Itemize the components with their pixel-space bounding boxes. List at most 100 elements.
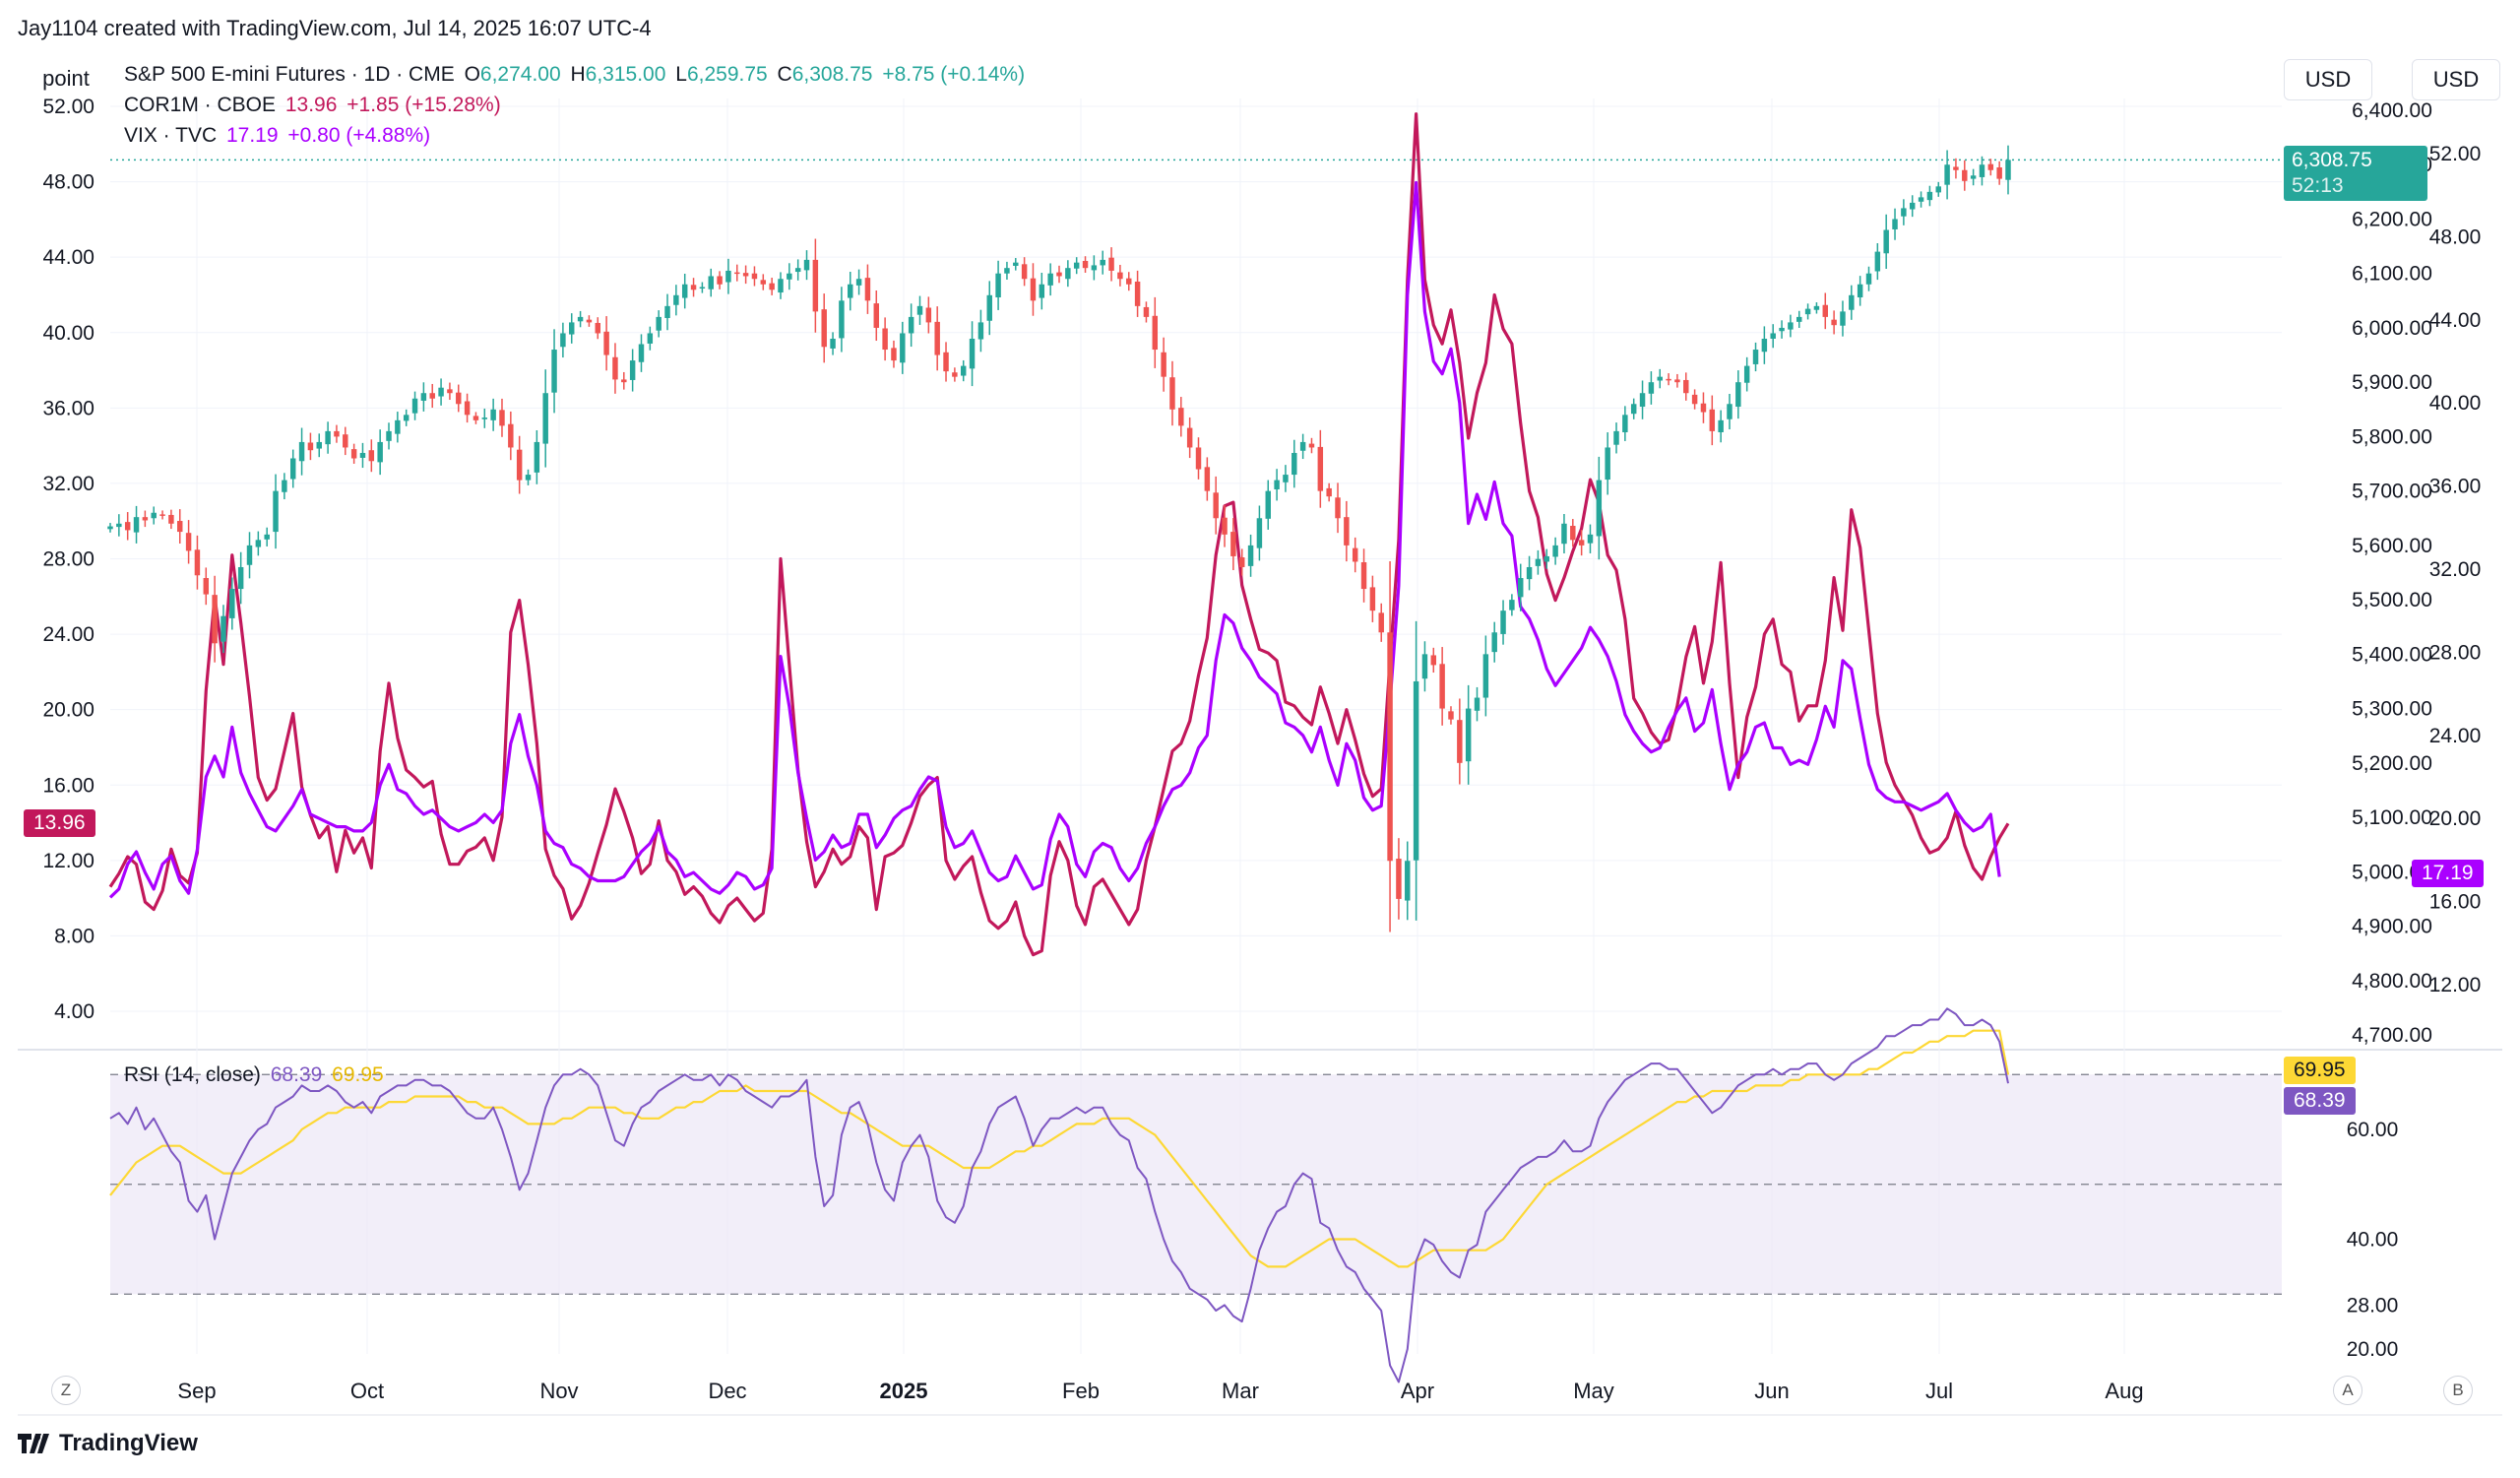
candle-body xyxy=(159,514,165,516)
auto-scale-button[interactable]: A xyxy=(2333,1376,2362,1405)
candle xyxy=(246,532,253,579)
candle-body xyxy=(1788,322,1794,330)
axis-labels: 52.00 48.00 44.00 40.00 36.00 32.00 28.00 24.00… xyxy=(42,96,2481,1361)
candle-body xyxy=(1413,680,1419,861)
candle-body xyxy=(569,322,575,335)
candle xyxy=(681,273,688,309)
candle-body xyxy=(986,294,992,321)
candle xyxy=(377,429,383,476)
candle-body xyxy=(787,273,792,280)
legend-spx[interactable]: S&P 500 E-mini Futures · 1D · CME O6,274… xyxy=(124,63,1029,87)
candle-body xyxy=(1326,487,1332,497)
candle-body xyxy=(116,523,122,528)
candle xyxy=(1474,686,1480,722)
rsi-axis-tick: 28.00 xyxy=(2347,1294,2399,1317)
candle xyxy=(1344,500,1350,562)
candle-body xyxy=(1926,191,1933,201)
candle-body xyxy=(1169,377,1175,410)
rsi-lines xyxy=(109,1007,2010,1383)
tradingview-logo[interactable]: TradingView xyxy=(18,1430,198,1457)
spx-axis-tick: 5,700.00 xyxy=(2352,481,2432,503)
left-axis-tick: 28.00 xyxy=(42,548,94,571)
candle xyxy=(185,520,192,564)
spx-axis-tick: 4,900.00 xyxy=(2352,916,2432,938)
candle-body xyxy=(664,305,670,318)
candle-body xyxy=(1849,294,1855,310)
candle-body xyxy=(1831,319,1837,326)
candle-body xyxy=(794,268,801,273)
left-axis-tick: 12.00 xyxy=(42,850,94,872)
candle xyxy=(839,287,845,353)
legend-close-label: C xyxy=(777,63,792,86)
cor-badge: 13.96 xyxy=(24,809,95,837)
candle-body xyxy=(1918,197,1924,202)
unit-right-button[interactable]: USD xyxy=(2412,59,2500,100)
candle xyxy=(803,250,810,281)
candle-body xyxy=(778,279,784,293)
candle xyxy=(1256,505,1263,561)
candle xyxy=(107,523,113,533)
candle xyxy=(787,263,792,290)
candle xyxy=(325,421,331,454)
candle-body xyxy=(1709,409,1716,431)
candle-body xyxy=(1186,427,1193,448)
zoom-button[interactable]: Z xyxy=(51,1376,81,1405)
cor1m-series xyxy=(108,112,2010,957)
candle xyxy=(1831,310,1837,335)
candle xyxy=(438,378,444,406)
candle-body xyxy=(1578,540,1585,546)
candle-body xyxy=(612,356,618,380)
candle xyxy=(298,427,305,476)
candle xyxy=(1265,480,1271,530)
candle xyxy=(1605,432,1610,495)
scale-mode-button[interactable]: point xyxy=(22,59,110,98)
candle xyxy=(699,282,706,293)
candle-body xyxy=(673,294,679,305)
vix-axis-tick: 40.00 xyxy=(2429,392,2482,415)
candle-body xyxy=(516,449,523,481)
spx-axis-tick: 5,600.00 xyxy=(2352,535,2432,557)
candle-body xyxy=(1482,654,1489,698)
unit-left-button[interactable]: USD xyxy=(2284,59,2372,100)
candle-body xyxy=(1352,547,1358,562)
spx-price-badge: 6,308.75 52:13 xyxy=(2284,146,2427,201)
candle-body xyxy=(438,387,444,397)
candle xyxy=(307,432,314,461)
candle-body xyxy=(934,321,940,355)
candle xyxy=(751,266,758,287)
candle xyxy=(560,322,566,358)
candle-body xyxy=(1901,208,1907,217)
candle-body xyxy=(456,392,462,405)
candle xyxy=(864,264,871,314)
vix-axis-tick: 48.00 xyxy=(2429,225,2482,248)
candle xyxy=(1578,530,1585,556)
candle xyxy=(229,577,235,630)
candle xyxy=(977,309,984,353)
candle-body xyxy=(1761,338,1768,353)
candle-body xyxy=(368,450,375,462)
candle xyxy=(1788,314,1794,338)
scale-b-button[interactable]: B xyxy=(2443,1376,2473,1405)
candle-body xyxy=(1369,587,1376,611)
candle-body xyxy=(690,285,697,290)
candle-body xyxy=(1283,475,1289,482)
candle-body xyxy=(1073,262,1080,269)
candle xyxy=(1691,389,1698,410)
legend-cor[interactable]: COR1M · CBOE 13.96 +1.85 (+15.28%) xyxy=(124,94,505,117)
legend-rsi[interactable]: RSI (14, close) 68.39 69.95 xyxy=(124,1063,388,1087)
candle xyxy=(525,469,532,485)
vix-axis-tick: 28.00 xyxy=(2429,641,2482,664)
candle-body xyxy=(1299,441,1306,451)
candle xyxy=(1047,263,1053,296)
candle xyxy=(1030,263,1037,316)
candle-body xyxy=(142,517,149,521)
candle-body xyxy=(969,338,976,369)
legend-high: 6,315.00 xyxy=(585,63,666,86)
left-axis-tick: 8.00 xyxy=(54,925,94,947)
candle xyxy=(952,367,958,382)
legend-vix[interactable]: VIX · TVC 17.19 +0.80 (+4.88%) xyxy=(124,124,434,148)
candle xyxy=(1935,181,1941,197)
candle xyxy=(1204,457,1211,501)
candle xyxy=(1709,395,1716,446)
